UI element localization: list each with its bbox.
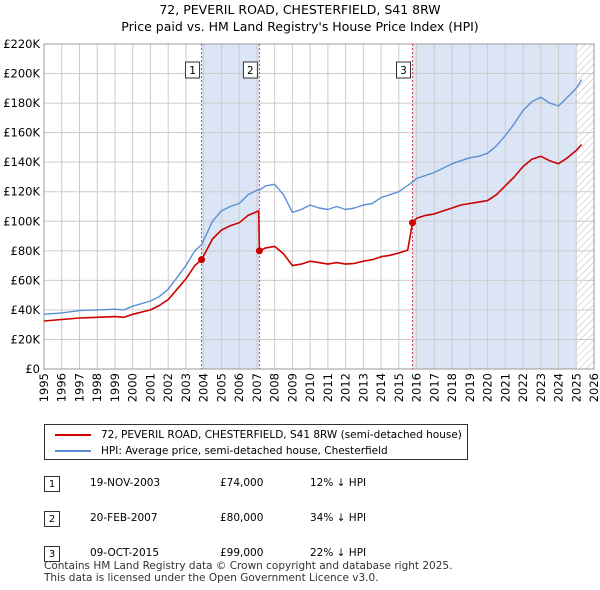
hpi-series-line xyxy=(43,79,583,315)
x-tick-label: 1997 xyxy=(72,373,86,402)
sale-row: 1 19-NOV-2003 £74,000 12% ↓ HPI xyxy=(44,470,484,505)
x-tick-label: 2023 xyxy=(534,373,548,402)
sale-point xyxy=(255,247,263,255)
x-tick-label: 2013 xyxy=(356,373,370,402)
sale-point xyxy=(409,219,416,227)
sale-number-badge: 1 xyxy=(44,476,60,492)
legend-label-hpi: HPI: Average price, semi-detached house,… xyxy=(101,445,388,457)
chart-title: 72, PEVERIL ROAD, CHESTERFIELD, S41 8RW xyxy=(159,2,441,17)
sale-marker-label: 1 xyxy=(189,65,196,77)
legend-swatch-hpi xyxy=(55,450,91,452)
x-tick-label: 1999 xyxy=(108,373,122,402)
x-tick-label: 2001 xyxy=(143,373,157,402)
x-tick-label: 2016 xyxy=(410,373,424,402)
x-tick-label: 2009 xyxy=(285,373,299,402)
sale-point xyxy=(198,256,206,264)
sale-date: 09-OCT-2015 xyxy=(90,547,159,559)
x-tick-label: 1998 xyxy=(90,373,104,402)
x-tick-label: 2014 xyxy=(374,373,388,402)
x-tick-label: 2018 xyxy=(445,373,459,402)
y-tick-label: £80K xyxy=(11,244,41,258)
sale-row: 3 09-OCT-2015 £99,000 22% ↓ HPI xyxy=(44,540,484,575)
y-tick-label: £140K xyxy=(3,155,40,169)
footer-line-1: Contains HM Land Registry data © Crown c… xyxy=(44,560,453,572)
x-tick-label: 2005 xyxy=(214,373,228,402)
chart-legend: 72, PEVERIL ROAD, CHESTERFIELD, S41 8RW … xyxy=(44,424,468,460)
x-tick-label: 2021 xyxy=(498,373,512,402)
sale-date: 19-NOV-2003 xyxy=(90,477,161,489)
sale-marker-label: 2 xyxy=(247,65,254,77)
price-chart: £0 £20K £40K £60K £80K £100K £120K £140K £160K £1… xyxy=(3,37,600,402)
x-tick-label: 2007 xyxy=(250,373,264,402)
x-tick-label: 2002 xyxy=(161,373,175,402)
forecast-hatch xyxy=(576,44,594,369)
sale-number-badge: 3 xyxy=(44,546,60,562)
y-tick-label: £60K xyxy=(11,273,41,287)
y-tick-label: £120K xyxy=(3,185,40,199)
x-tick-label: 2003 xyxy=(179,373,193,402)
y-tick-label: £200K xyxy=(3,67,40,81)
y-tick-label: £40K xyxy=(11,303,41,317)
y-tick-label: £220K xyxy=(3,37,40,51)
sale-price: £99,000 xyxy=(220,547,264,559)
plot-border xyxy=(43,43,595,370)
x-tick-label: 2024 xyxy=(552,373,566,402)
x-tick-label: 2000 xyxy=(126,373,140,402)
legend-label-property: 72, PEVERIL ROAD, CHESTERFIELD, S41 8RW … xyxy=(101,429,462,441)
sale-marker-box xyxy=(396,61,411,79)
x-tick-label: 2004 xyxy=(197,373,211,402)
x-tick-label: 2017 xyxy=(427,373,441,402)
sale-hpi-diff: 34% ↓ HPI xyxy=(310,512,367,524)
y-tick-label: £100K xyxy=(3,214,40,228)
x-tick-label: 2012 xyxy=(339,373,353,402)
sale-marker-label: 3 xyxy=(400,65,407,77)
x-tick-label: 2019 xyxy=(463,373,477,402)
y-tick-label: £20K xyxy=(11,332,41,346)
x-tick-label: 2008 xyxy=(268,373,282,402)
sale-marker-box xyxy=(185,61,201,79)
sale-hpi-diff: 12% ↓ HPI xyxy=(310,477,367,489)
x-tick-label: 2006 xyxy=(232,373,246,402)
chart-subtitle: Price paid vs. HM Land Registry's House … xyxy=(121,19,479,34)
sale-hpi-diff: 22% ↓ HPI xyxy=(310,547,367,559)
sale-price: £80,000 xyxy=(220,512,264,524)
y-tick-label: £180K xyxy=(3,96,40,110)
x-tick-label: 2010 xyxy=(303,373,317,402)
property-series-line xyxy=(43,143,583,322)
sale-marker-box xyxy=(242,61,258,79)
legend-swatch-property xyxy=(55,434,91,436)
x-tick-label: 2026 xyxy=(587,373,600,402)
footer-line-2: This data is licensed under the Open Gov… xyxy=(44,572,379,584)
x-tick-label: 2011 xyxy=(321,373,335,402)
x-tick-label: 2022 xyxy=(516,373,530,402)
sale-row: 2 20-FEB-2007 £80,000 34% ↓ HPI xyxy=(44,505,484,540)
sales-table: 1 19-NOV-2003 £74,000 12% ↓ HPI 2 20-FEB… xyxy=(44,470,484,575)
sale-price: £74,000 xyxy=(220,477,264,489)
y-tick-label: £160K xyxy=(3,126,40,140)
sale-number-badge: 2 xyxy=(44,511,60,527)
x-tick-label: 2020 xyxy=(481,373,495,402)
x-tick-label: 2025 xyxy=(569,373,583,402)
x-tick-label: 1995 xyxy=(37,373,51,402)
x-tick-label: 1996 xyxy=(55,373,69,402)
footer-attribution: Contains HM Land Registry data © Crown c… xyxy=(44,560,452,584)
x-tick-label: 2015 xyxy=(392,373,406,402)
sale-date: 20-FEB-2007 xyxy=(90,512,158,524)
y-tick-label: £0 xyxy=(25,362,40,376)
shaded-period xyxy=(412,44,577,369)
